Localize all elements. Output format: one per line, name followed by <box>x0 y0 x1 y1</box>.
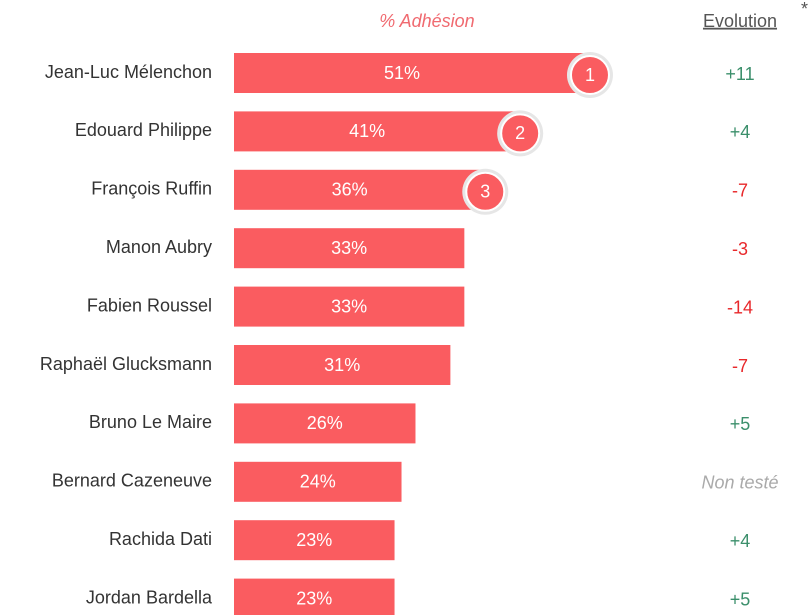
category-label: Manon Aubry <box>106 237 212 257</box>
rank-label: 1 <box>585 65 595 85</box>
bar <box>234 461 402 502</box>
category-label: Raphaël Glucksmann <box>40 354 212 374</box>
value-label: 31% <box>324 355 360 375</box>
category-label: Rachida Dati <box>109 529 212 549</box>
rank-badge <box>465 171 506 212</box>
evolution-value: Non testé <box>701 473 778 493</box>
evolution-value: +11 <box>725 64 754 84</box>
category-label: Edouard Philippe <box>75 120 212 140</box>
rank-label: 3 <box>480 182 490 202</box>
bar <box>234 228 465 269</box>
bar <box>234 520 395 561</box>
evolution-value: -3 <box>732 239 748 259</box>
evolution-value: +5 <box>730 414 751 434</box>
bar <box>234 169 486 210</box>
rank-badge <box>500 113 541 154</box>
bar <box>234 578 395 615</box>
category-label: Jordan Bardella <box>86 587 213 607</box>
value-label: 23% <box>296 530 332 550</box>
value-label: 23% <box>296 588 332 608</box>
evolution-value: +4 <box>730 531 751 551</box>
evolution-value: +5 <box>730 589 751 609</box>
category-label: Jean-Luc Mélenchon <box>45 62 212 82</box>
bar <box>234 53 590 93</box>
evolution-value: -7 <box>732 181 748 201</box>
category-label: Bernard Cazeneuve <box>52 471 212 491</box>
header: % Adhésion <box>379 11 474 31</box>
value-label: 26% <box>307 413 343 433</box>
rank-badge <box>569 55 610 95</box>
bar <box>234 345 451 385</box>
bar <box>234 286 465 327</box>
value-label: 24% <box>300 472 336 492</box>
category-label: Fabien Roussel <box>87 295 212 315</box>
evolution-note: * <box>801 0 808 19</box>
evolution-header: Evolution <box>703 11 777 31</box>
value-label: 36% <box>332 180 368 200</box>
value-label: 33% <box>331 238 367 258</box>
evolution-value: -7 <box>732 356 748 376</box>
evolution-value: +4 <box>730 122 751 142</box>
value-label: 33% <box>331 296 367 316</box>
category-label: Bruno Le Maire <box>89 412 212 432</box>
value-label: 51% <box>384 63 420 83</box>
bar <box>234 403 416 444</box>
bar <box>234 111 521 152</box>
rank-label: 2 <box>515 123 525 143</box>
evolution-value: -14 <box>727 297 753 317</box>
value-label: 41% <box>349 121 385 141</box>
category-label: François Ruffin <box>91 179 212 199</box>
